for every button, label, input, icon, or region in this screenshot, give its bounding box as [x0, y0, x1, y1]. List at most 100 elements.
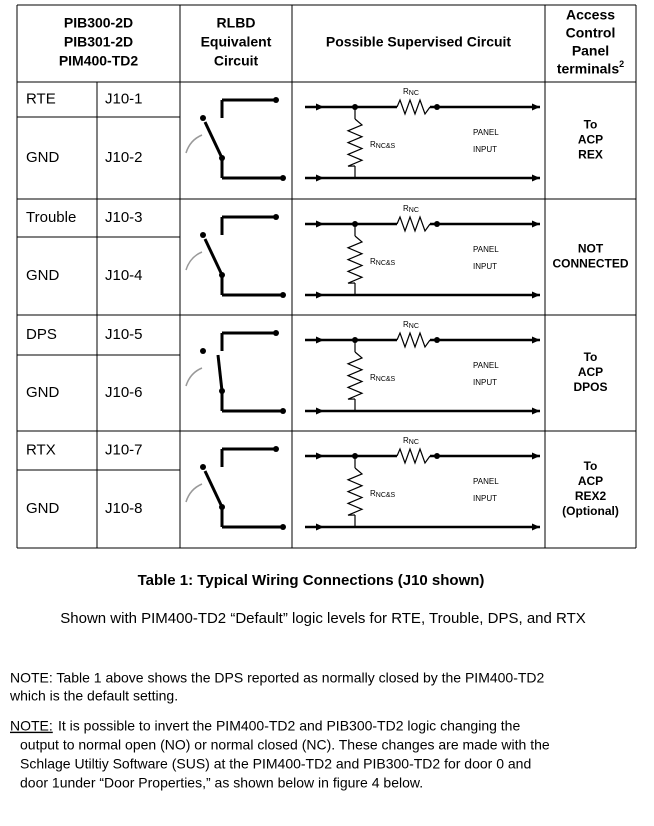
- motion-arrow: [185, 251, 203, 271]
- terminal-dot: [219, 388, 225, 394]
- terminal-dot: [219, 155, 225, 161]
- resistor-label: RNC&S: [370, 257, 396, 267]
- subscript: NC&S: [376, 143, 396, 150]
- terminal-dot: [200, 115, 206, 121]
- header-text: Possible Supervised Circuit: [326, 34, 512, 50]
- signal-name: RTE: [26, 90, 56, 107]
- terminal-dot: [273, 97, 279, 103]
- pin: J10-8: [105, 500, 143, 517]
- pin: J10-4: [105, 267, 143, 284]
- arrowhead: [532, 103, 540, 111]
- arrowhead: [316, 220, 324, 228]
- signal-name: GND: [26, 267, 60, 284]
- header-text: PIM400-TD2: [59, 53, 139, 69]
- panel-label: INPUT: [473, 494, 497, 503]
- motion-arrow: [185, 483, 203, 503]
- header-text: terminals2: [557, 59, 624, 76]
- caption: Table 1: Typical Wiring Connections (J10…: [138, 572, 485, 589]
- subscript: NC: [409, 439, 419, 446]
- signal-name: DPS: [26, 326, 57, 343]
- terminal-dot: [434, 453, 440, 459]
- panel-terminal: (Optional): [562, 504, 619, 518]
- rule: [216, 354, 224, 392]
- panel-terminal: REX: [578, 148, 603, 162]
- resistor-label: RNC: [403, 436, 419, 446]
- note-line: which is the default setting.: [9, 688, 178, 704]
- note-line: It is possible to invert the PIM400-TD2 …: [58, 718, 520, 734]
- signal-name: GND: [26, 500, 60, 517]
- arrowhead: [316, 407, 324, 415]
- terminal-dot: [434, 104, 440, 110]
- terminal-dot: [434, 337, 440, 343]
- resistor-label: RNC: [403, 320, 419, 330]
- subscript: NC&S: [376, 492, 396, 499]
- motion-arrow: [185, 367, 203, 387]
- mask: [397, 104, 430, 110]
- note-line: Schlage Utiltiy Software (SUS) at the PI…: [20, 756, 531, 772]
- rule: [203, 238, 224, 276]
- arrowhead: [316, 523, 324, 531]
- terminal-dot: [219, 504, 225, 510]
- arrowhead: [532, 291, 540, 299]
- terminal-dot: [280, 408, 286, 414]
- panel-label: PANEL: [473, 128, 499, 137]
- terminal-dot: [200, 348, 206, 354]
- signal-name: Trouble: [26, 209, 76, 226]
- panel-terminal: ACP: [578, 133, 603, 147]
- terminal-dot: [273, 214, 279, 220]
- panel-label: PANEL: [473, 477, 499, 486]
- resistor-label: RNC: [403, 204, 419, 214]
- panel-terminal: CONNECTED: [552, 257, 628, 271]
- resistor: [346, 235, 364, 284]
- signal-name: GND: [26, 149, 60, 166]
- pin: J10-7: [105, 441, 143, 458]
- panel-terminal: ACP: [578, 474, 603, 488]
- panel-label: INPUT: [473, 262, 497, 271]
- arrowhead: [532, 336, 540, 344]
- pin: J10-5: [105, 326, 143, 343]
- subscript: NC: [409, 323, 419, 330]
- header-text: Access: [566, 7, 615, 23]
- header-text: Equivalent: [201, 34, 272, 50]
- resistor: [346, 118, 364, 167]
- panel-label: PANEL: [473, 361, 499, 370]
- arrowhead: [316, 291, 324, 299]
- rule: [203, 121, 224, 159]
- panel-terminal: REX2: [575, 489, 607, 503]
- panel-terminal: To: [584, 459, 598, 473]
- arrowhead: [532, 407, 540, 415]
- resistor: [346, 351, 364, 400]
- terminal-dot: [219, 272, 225, 278]
- resistor-label: RNC&S: [370, 140, 396, 150]
- subscript: NC: [409, 90, 419, 97]
- header-text: PIB301-2D: [64, 34, 133, 50]
- subcaption: Shown with PIM400-TD2 “Default” logic le…: [60, 610, 586, 627]
- resistor: [396, 447, 431, 465]
- panel-label: INPUT: [473, 145, 497, 154]
- panel-terminal: To: [584, 118, 598, 132]
- panel-terminal: NOT: [578, 242, 604, 256]
- subscript: NC: [409, 207, 419, 214]
- terminal-dot: [434, 221, 440, 227]
- subscript: NC&S: [376, 376, 396, 383]
- terminal-dot: [280, 524, 286, 530]
- header-text: Panel: [572, 43, 609, 59]
- panel-label: PANEL: [473, 245, 499, 254]
- arrowhead: [532, 220, 540, 228]
- panel-terminal: ACP: [578, 365, 603, 379]
- note-line: output to normal open (NO) or normal clo…: [20, 737, 550, 753]
- mask: [397, 453, 430, 459]
- pin: J10-6: [105, 384, 143, 401]
- panel-label: INPUT: [473, 378, 497, 387]
- terminal-dot: [280, 292, 286, 298]
- terminal-dot: [200, 464, 206, 470]
- resistor-label: RNC: [403, 87, 419, 97]
- pin: J10-3: [105, 209, 143, 226]
- mask: [397, 337, 430, 343]
- pin: J10-1: [105, 90, 143, 107]
- note-line: NOTE: Table 1 above shows the DPS report…: [10, 670, 545, 686]
- arrowhead: [532, 523, 540, 531]
- resistor: [346, 467, 364, 516]
- arrowhead: [532, 174, 540, 182]
- resistor-label: RNC&S: [370, 373, 396, 383]
